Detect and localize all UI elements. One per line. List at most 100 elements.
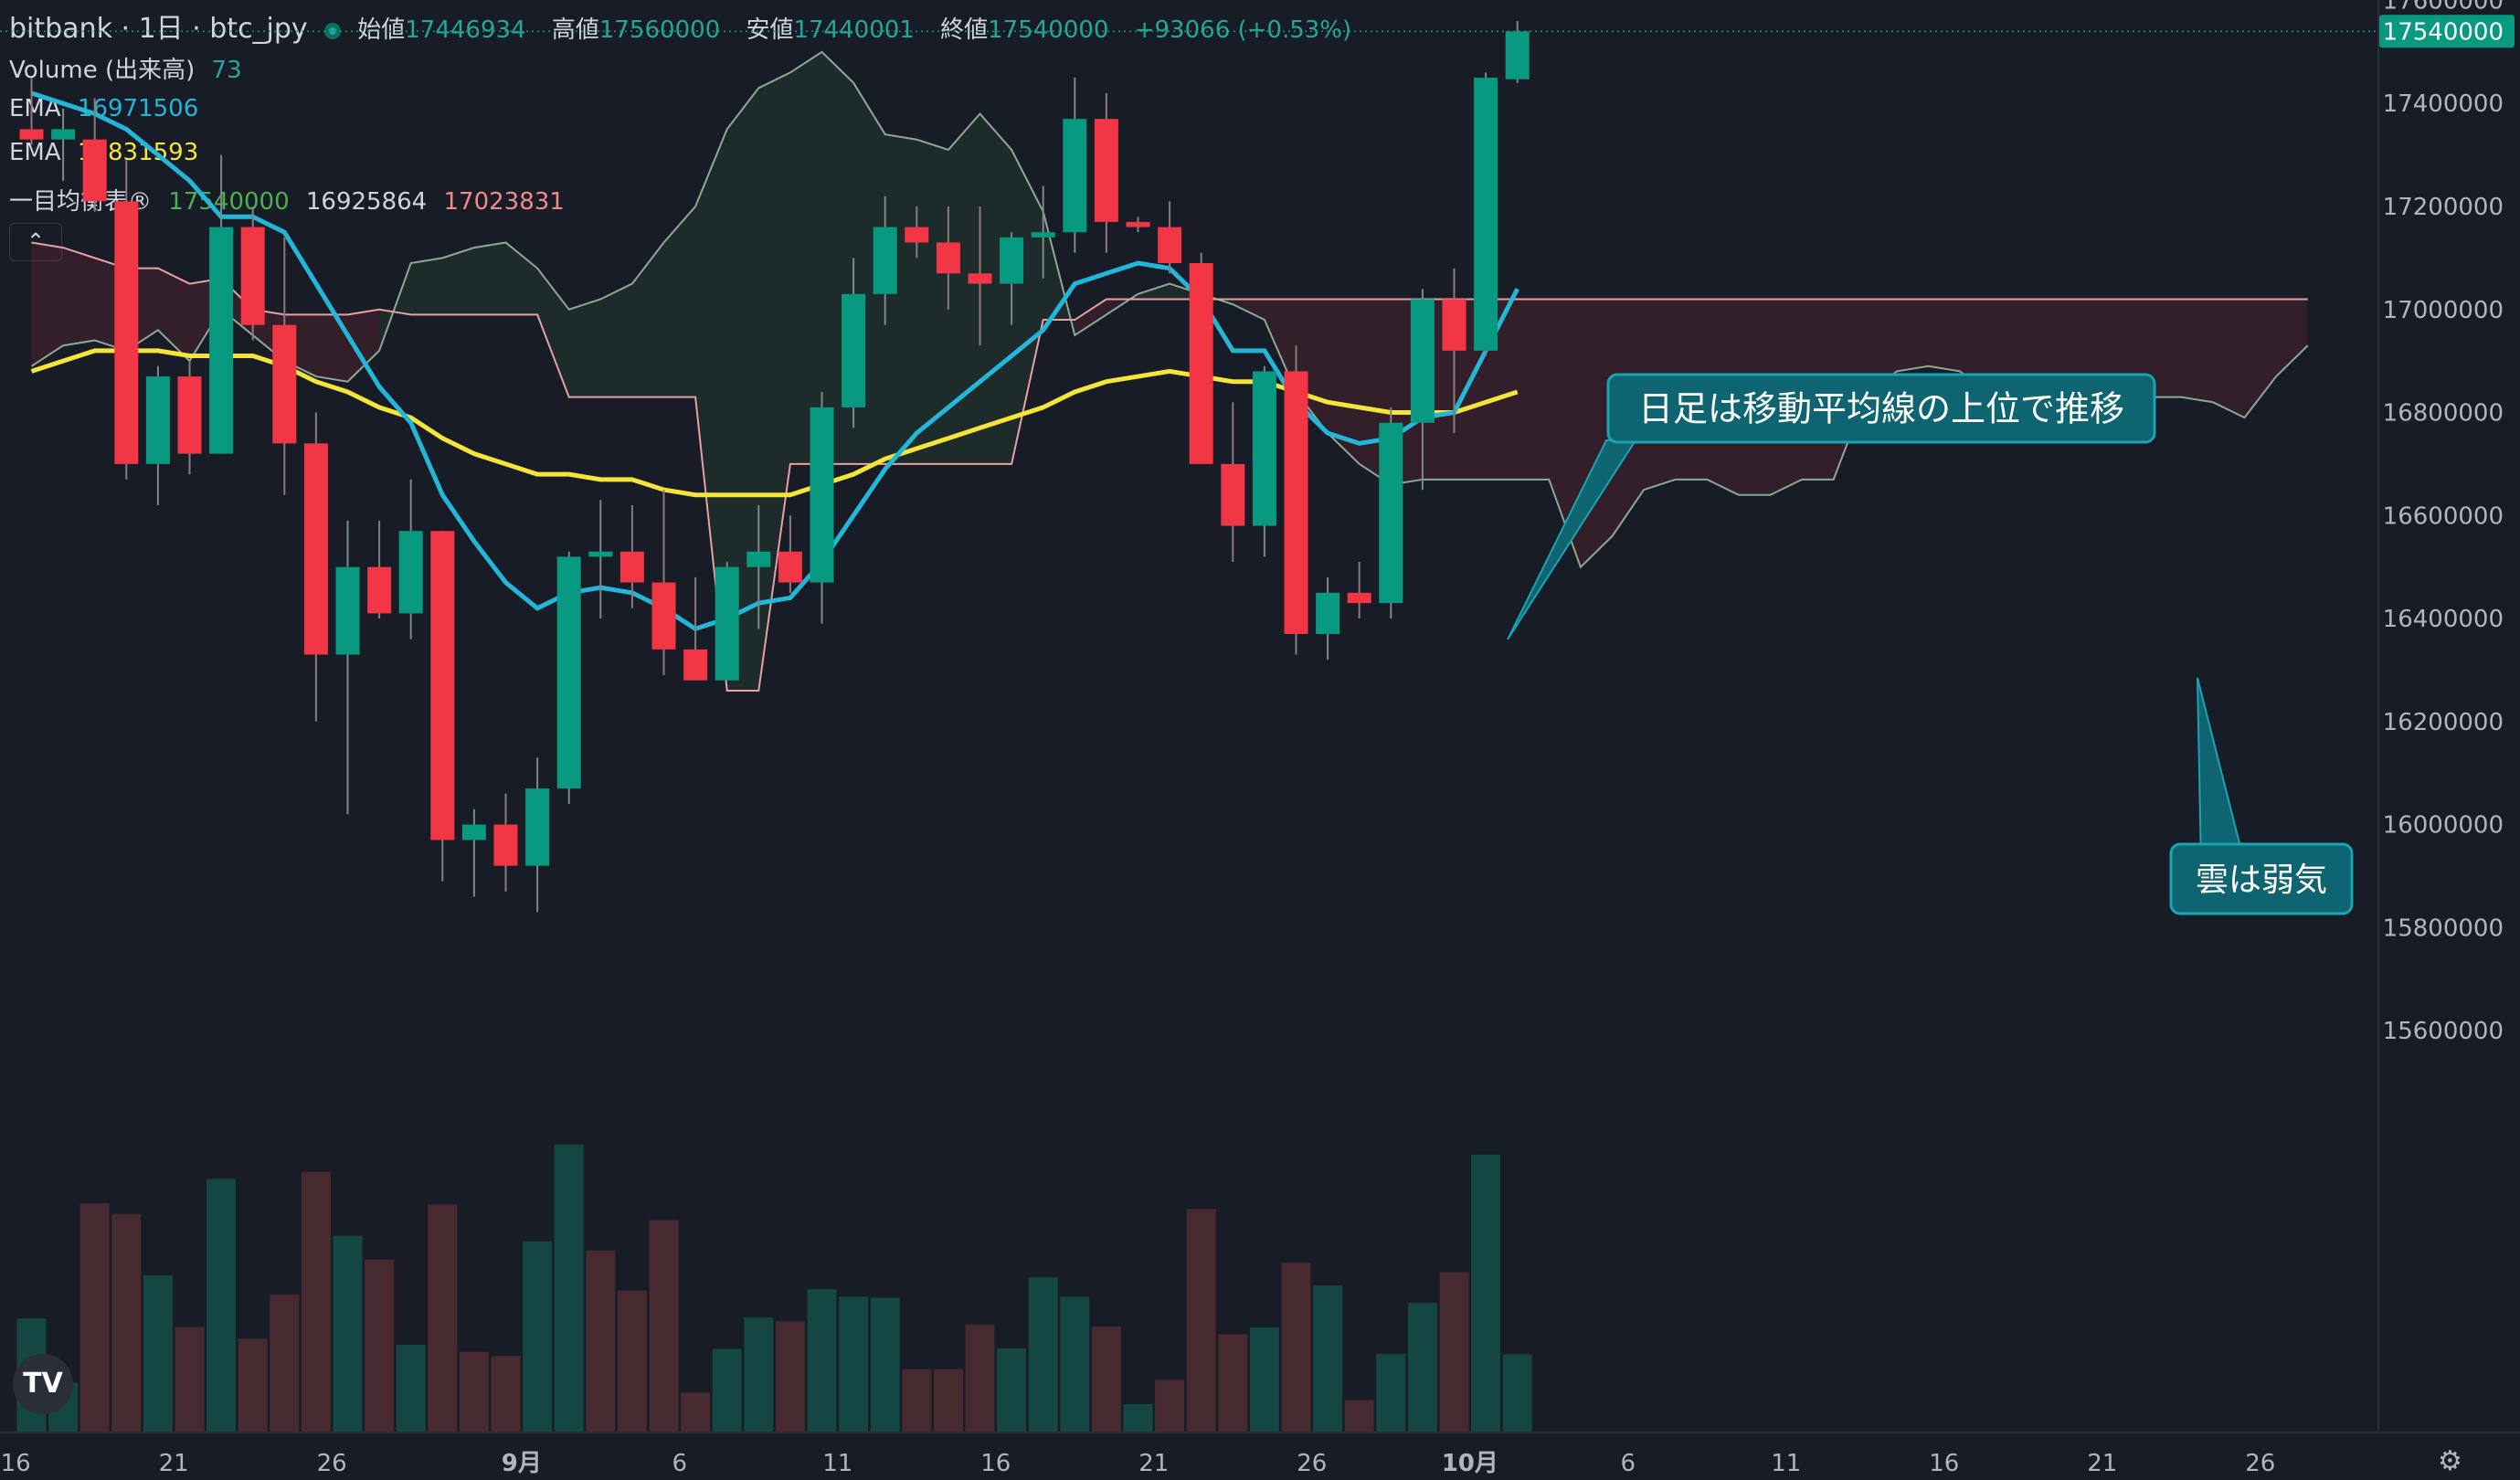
- tradingview-logo[interactable]: TV: [13, 1354, 73, 1414]
- settings-gear-icon[interactable]: ⚙: [2438, 1445, 2462, 1477]
- cloud-segment: [505, 242, 538, 315]
- volume-bar: [1439, 1272, 1469, 1432]
- candle-body: [1189, 263, 1213, 464]
- candle-body: [114, 201, 139, 464]
- volume-bar: [807, 1288, 837, 1432]
- cloud-segment: [600, 283, 632, 397]
- price-change: +93066 (+0.53%): [1134, 16, 1352, 44]
- ichimoku-legend[interactable]: 一目均衡表® 17540000 16925864 17023831: [9, 183, 574, 217]
- cloud-segment: [2212, 299, 2245, 418]
- cloud-segment: [2276, 299, 2308, 377]
- callout-text: 日足は移動平均線の上位で推移: [1638, 389, 2124, 429]
- ohlc-low-value: 17440001: [793, 16, 915, 44]
- cloud-segment: [979, 113, 1012, 464]
- volume-bar: [744, 1317, 774, 1432]
- volume-bar: [839, 1296, 869, 1432]
- time-tick-label: 21: [1138, 1450, 1169, 1477]
- cloud-segment: [1075, 299, 1106, 335]
- price-tick-label: 17600000: [2383, 0, 2504, 15]
- volume-bar: [1281, 1263, 1311, 1432]
- candle-body: [778, 551, 802, 583]
- cloud-segment: [726, 88, 759, 691]
- price-tick-label: 16000000: [2383, 812, 2504, 840]
- volume-bar: [1218, 1334, 1248, 1432]
- candle-body: [1505, 31, 1530, 79]
- cloud-segment: [1264, 299, 1297, 392]
- ema-fast-legend[interactable]: EMA 16971506: [9, 95, 207, 122]
- volume-bar: [933, 1369, 963, 1432]
- candle-body: [683, 649, 708, 681]
- volume-bar: [396, 1344, 426, 1432]
- ohlc-low-label: 安値: [746, 16, 794, 44]
- candle-body: [1126, 221, 1150, 227]
- candle-body: [272, 324, 297, 444]
- candle-body: [493, 824, 518, 866]
- volume-bar: [681, 1392, 711, 1432]
- cloud-segment: [631, 242, 664, 397]
- cloud-segment: [1233, 299, 1265, 321]
- cloud-segment: [1138, 283, 1170, 300]
- candle-body: [842, 293, 866, 407]
- volume-bar: [143, 1274, 173, 1432]
- volume-bar: [712, 1348, 742, 1432]
- volume-bar: [1091, 1327, 1121, 1432]
- time-tick-label: 26: [2245, 1450, 2275, 1477]
- cloud-segment: [568, 299, 601, 397]
- cloud-segment: [1328, 299, 1360, 464]
- volume-bar: [997, 1348, 1027, 1432]
- ohlc-high: 高値17560000: [552, 16, 729, 44]
- leading-span-b: [31, 241, 2308, 692]
- candle-body: [367, 566, 392, 614]
- time-tick-label: 16: [980, 1450, 1011, 1477]
- volume-bar: [79, 1203, 110, 1432]
- cloud-segment: [1896, 299, 1929, 372]
- time-tick-label: 6: [1621, 1450, 1636, 1477]
- cloud-segment: [2149, 299, 2182, 397]
- volume-bar: [523, 1241, 553, 1432]
- collapse-legend-button[interactable]: ⌃: [9, 223, 62, 261]
- candle-body: [936, 242, 960, 274]
- candle-body: [1442, 299, 1466, 351]
- volume-bar: [175, 1327, 205, 1432]
- cloud-segment: [410, 258, 443, 315]
- volume-bar: [1471, 1154, 1501, 1432]
- candle-body: [619, 551, 644, 583]
- time-tick-label: 11: [822, 1450, 852, 1477]
- candle-body: [1316, 592, 1340, 634]
- candle-body: [145, 376, 170, 464]
- time-tick-label: 9月: [502, 1450, 542, 1477]
- cloud-segment: [1928, 299, 1961, 372]
- last-price-label: 17540000: [2383, 18, 2504, 46]
- symbol-title[interactable]: bitbank · 1日 · btc_jpy: [9, 13, 308, 45]
- leading-span-a: [30, 50, 2309, 569]
- volume-bar: [365, 1259, 395, 1432]
- volume-bar: [206, 1179, 237, 1432]
- candle-body: [335, 566, 360, 655]
- volume-bar: [586, 1250, 616, 1432]
- volume-bar: [1028, 1277, 1058, 1432]
- volume-bars: [16, 1144, 1532, 1432]
- candle-body: [556, 556, 581, 789]
- volume-bar: [1123, 1403, 1153, 1432]
- cloud-segment: [1011, 149, 1043, 464]
- candle-body: [1158, 227, 1182, 264]
- time-tick-label: 16: [1929, 1450, 1959, 1477]
- ema-fast-value: 16971506: [77, 95, 199, 122]
- volume-bar: [428, 1204, 458, 1432]
- volume-bar: [270, 1295, 300, 1432]
- time-tick-label: 6: [672, 1450, 688, 1477]
- volume-legend[interactable]: Volume (出来高) 73: [9, 51, 251, 85]
- market-status-dot: [323, 22, 341, 39]
- volume-bar: [459, 1351, 489, 1432]
- callout-text: 雲は弱気: [2196, 862, 2327, 899]
- volume-bar: [775, 1321, 805, 1432]
- volume-bar: [902, 1369, 932, 1432]
- candle-body: [746, 551, 771, 567]
- volume-bar: [1344, 1400, 1374, 1432]
- cloud-segment: [1517, 299, 1550, 480]
- ohlc-high-label: 高値: [551, 16, 599, 44]
- volume-bar: [238, 1338, 268, 1432]
- ohlc-close-label: 終値: [940, 16, 989, 44]
